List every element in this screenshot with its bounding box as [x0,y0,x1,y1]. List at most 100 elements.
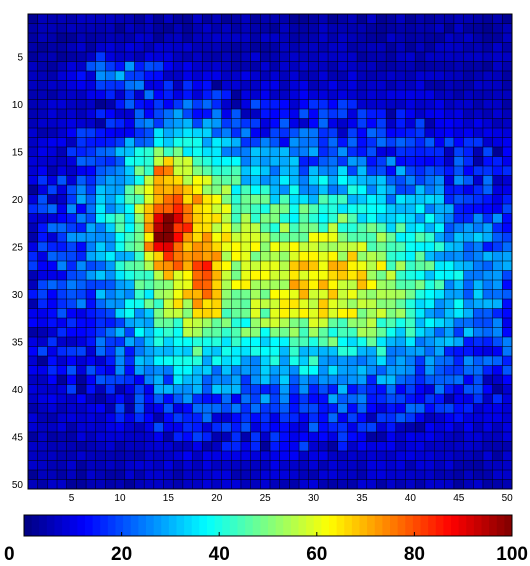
heatmap-cell [415,422,426,433]
heatmap-cell [76,394,87,404]
heatmap-cell [424,147,435,157]
heatmap-cell [328,346,338,357]
heatmap-cell [37,128,48,138]
heatmap-cell [376,375,387,385]
heatmap-cell [270,166,280,176]
heatmap-cell [260,156,271,167]
heatmap-cell [28,432,38,442]
heatmap-cell [308,308,319,319]
heatmap-cell [473,308,484,319]
heatmap-cell [163,14,174,24]
heatmap-cell [144,375,155,385]
heatmap-cell [144,99,155,110]
heatmap-cell [424,289,435,300]
heatmap-cell [153,270,164,281]
heatmap-cell [95,147,106,157]
heatmap-cell [211,327,222,338]
heatmap-cell [299,61,309,72]
heatmap-cell [386,80,397,91]
heatmap-cell [473,280,484,290]
heatmap-cell [86,384,96,395]
heatmap-cell [192,318,203,328]
heatmap-cell [76,109,87,119]
heatmap-cell [395,470,406,480]
heatmap-cell [502,403,513,414]
heatmap-cell [502,33,513,43]
heatmap-cell [299,403,309,414]
heatmap-cell [463,394,474,404]
heatmap-cell [221,166,232,176]
heatmap-cell [492,14,503,24]
heatmap-cell [357,261,367,271]
heatmap-cell [134,52,145,62]
heatmap-cell [299,299,309,309]
heatmap-cell [473,394,484,404]
heatmap-cell [86,232,96,243]
heatmap-cell [86,109,96,119]
heatmap-cell [66,242,77,252]
heatmap-cell [231,137,242,148]
heatmap-cell [405,384,416,395]
colorbar-segment [100,515,109,536]
heatmap-cell [463,223,474,233]
heatmap-cell [463,346,474,357]
heatmap-cell [279,346,290,357]
heatmap-cell [395,175,406,186]
heatmap-cell [173,166,184,176]
heatmap-cell [366,185,377,195]
heatmap-cell [492,90,503,100]
heatmap-cell [492,61,503,72]
heatmap-cell [415,242,426,252]
heatmap-cell [299,223,309,233]
colorbar-segment [24,515,33,536]
heatmap-cell [250,156,261,167]
heatmap-cell [86,432,96,442]
heatmap-cell [270,185,280,195]
heatmap-cell [124,403,135,414]
heatmap-cell [211,413,222,423]
heatmap-cell [153,422,164,433]
colorbar-segment [344,515,353,536]
heatmap-cell [366,460,377,471]
heatmap-cell [163,99,174,110]
heatmap-cell [434,166,445,176]
heatmap-cell [347,365,358,376]
heatmap-cell [444,23,455,34]
heatmap-cell [76,242,87,252]
heatmap-cell [144,61,155,72]
heatmap-cell [153,90,164,100]
heatmap-cell [289,14,300,24]
heatmap-cell [337,403,348,414]
heatmap-cell [279,109,290,119]
heatmap-cell [115,61,125,72]
heatmap-cell [502,147,513,157]
heatmap-cell [76,23,87,34]
heatmap-cell [347,403,358,414]
colorbar-segment [390,515,399,536]
colorbar-tick-label: 60 [306,544,327,565]
heatmap-cell [463,318,474,328]
heatmap-cell [182,422,193,433]
heatmap-cell [231,251,242,262]
heatmap-cell [182,99,193,110]
heatmap-cell [289,327,300,338]
heatmap-cell [453,204,464,214]
heatmap-cell [37,308,48,319]
heatmap-cell [37,337,48,347]
heatmap-cell [37,232,48,243]
heatmap-cell [37,90,48,100]
heatmap-cell [221,394,232,404]
heatmap-cell [502,337,513,347]
heatmap-cell [308,479,319,490]
colorbar-segment [31,515,40,536]
heatmap-cell [328,137,338,148]
heatmap-cell [66,365,77,376]
heatmap-cell [308,327,319,338]
heatmap-cell [337,346,348,357]
heatmap-cell [37,289,48,300]
heatmap-cell [347,80,358,91]
heatmap-cell [240,441,251,452]
heatmap-cell [299,52,309,62]
heatmap-cell [202,460,213,471]
heatmap-cell [395,242,406,252]
